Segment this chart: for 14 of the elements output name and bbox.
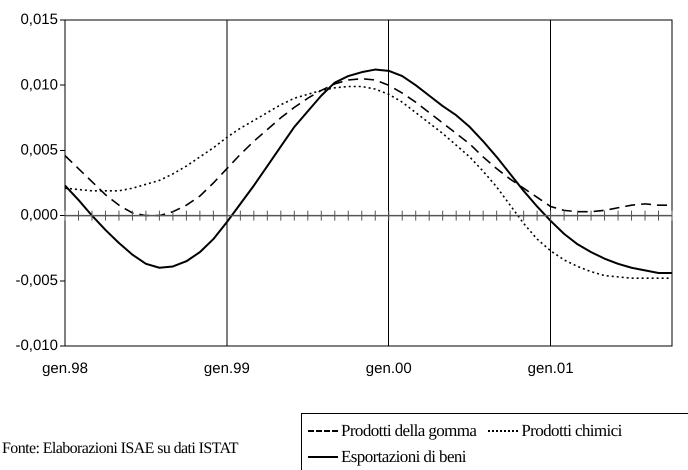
x-tick-label: gen.98 bbox=[42, 360, 88, 378]
legend-label: Prodotti della gomma bbox=[341, 421, 476, 441]
x-tick-label: gen.01 bbox=[528, 360, 574, 378]
y-tick-label: 0,000 bbox=[20, 206, 58, 224]
x-tick-label: gen.99 bbox=[204, 360, 250, 378]
x-tick-label: gen.00 bbox=[366, 360, 412, 378]
y-tick-label: -0,005 bbox=[15, 272, 58, 289]
y-tick-label: 0,005 bbox=[20, 142, 58, 159]
legend-label: Prodotti chimici bbox=[521, 421, 622, 441]
legend-label: Esportazioni di beni bbox=[341, 447, 466, 467]
y-tick-label: 0,015 bbox=[20, 11, 58, 28]
y-tick-label: 0,010 bbox=[20, 76, 58, 94]
source-note: Fonte: Elaborazioni ISAE su dati ISTAT bbox=[2, 440, 238, 458]
y-tick-label: -0,010 bbox=[15, 337, 58, 354]
